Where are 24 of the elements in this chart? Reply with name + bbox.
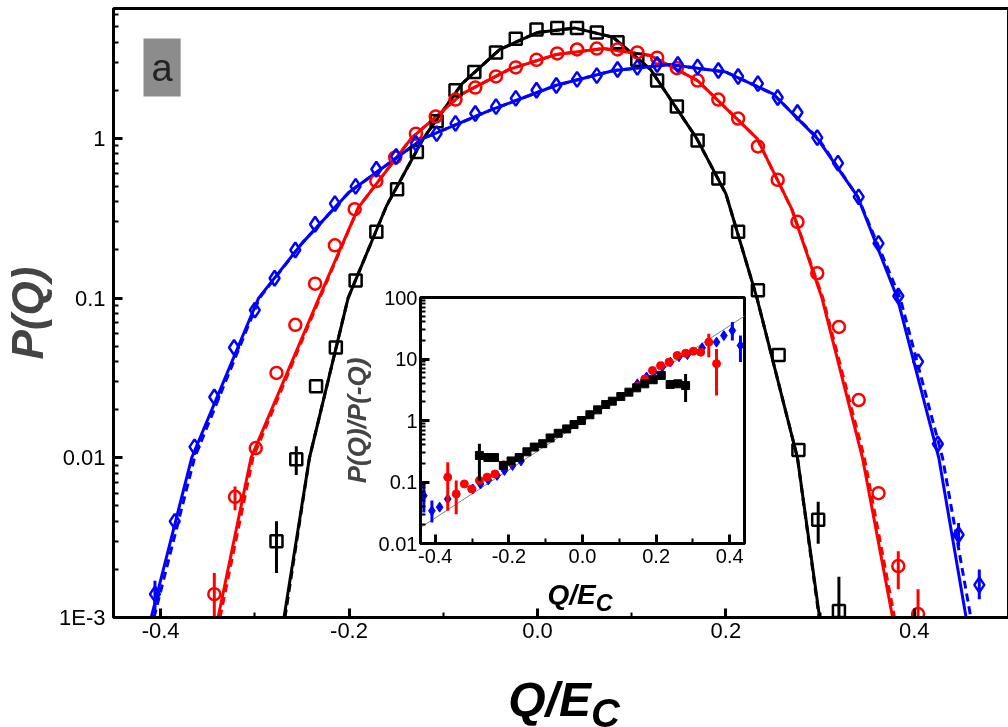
y-tick-label: 1 xyxy=(93,125,106,151)
y-axis-title: P(Q)/P(-Q) xyxy=(341,357,372,484)
y-tick-label: 0.01 xyxy=(62,445,106,471)
y-tick-label: 0.1 xyxy=(389,471,418,493)
x-tick-label: 0.0 xyxy=(568,544,597,567)
y-tick-label: 0.1 xyxy=(74,285,106,311)
y-tick-label: 10 xyxy=(395,348,418,370)
y-tick-label: 100 xyxy=(384,286,418,309)
x-axis-title: Q/E$_{C}$ xyxy=(507,673,621,727)
y-tick-label: 1E-3 xyxy=(59,605,106,630)
x-axis-title: Q/E$_{C}$ xyxy=(546,579,614,617)
y-tick-label: 1 xyxy=(406,409,418,432)
y-axis-title: P(Q) xyxy=(3,266,53,360)
y-tick-label: 0.01 xyxy=(378,532,418,555)
x-tick-label: 0.4 xyxy=(899,617,930,643)
x-tick-label: -0.2 xyxy=(491,544,527,567)
x-tick-label: 0.2 xyxy=(642,544,671,567)
x-tick-label: 0.4 xyxy=(715,544,744,567)
x-tick-label: 0.2 xyxy=(710,617,742,643)
x-tick-label: -0.2 xyxy=(330,617,368,643)
x-tick-label: -0.4 xyxy=(141,617,180,643)
x-tick-label: -0.4 xyxy=(418,544,453,567)
x-tick-label: 0.0 xyxy=(522,617,553,643)
annotation: a xyxy=(151,46,174,89)
